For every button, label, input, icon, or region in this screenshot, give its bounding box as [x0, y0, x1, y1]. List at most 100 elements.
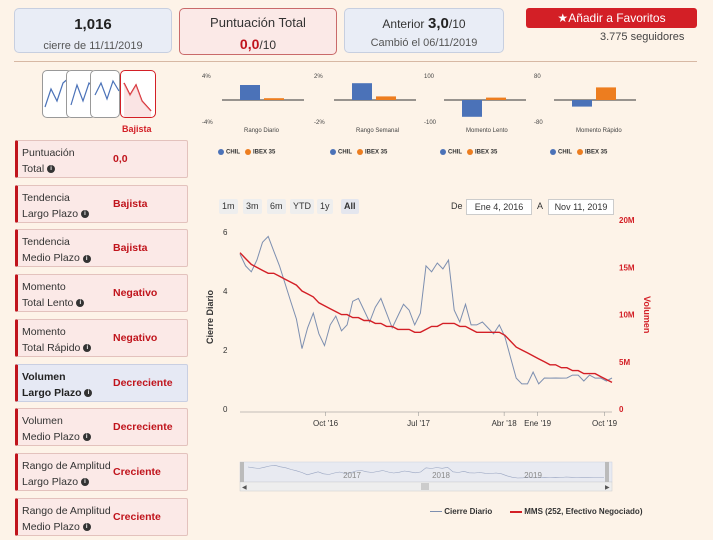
- followers-count: 3.775 seguidores: [600, 31, 685, 43]
- sidebar-item[interactable]: Rango de Amplitud Medio Plazo i Creciente: [15, 497, 188, 536]
- mini-chart-title: Rango Diario: [244, 128, 280, 134]
- scrollbar-thumb: [421, 483, 429, 490]
- sidebar-item-label: Volumen Largo Plazo i: [22, 369, 93, 401]
- y2-axis-label: Volumen: [642, 296, 652, 333]
- navigator-window: [239, 461, 613, 483]
- score-card: Puntuación Total 0,0/10: [179, 8, 337, 55]
- legend-label-b: IBEX 35: [475, 149, 498, 156]
- legend-mms-swatch: [510, 510, 522, 513]
- info-icon[interactable]: i: [80, 478, 89, 487]
- sidebar-item-label: Volumen Medio Plazo i: [22, 413, 91, 445]
- sidebar-item-value: Bajista: [113, 242, 148, 255]
- x-tick-label: Ene '19: [524, 419, 551, 428]
- sidebar-item[interactable]: Tendencia Largo Plazo i Bajista: [15, 184, 188, 223]
- sidebar-item-value: Negativo: [113, 287, 158, 300]
- y-tick-label: 0: [223, 405, 228, 414]
- legend-label-a: CHIL: [226, 149, 240, 156]
- sidebar-item[interactable]: Puntuación Total i 0,0: [15, 140, 188, 178]
- info-icon[interactable]: i: [82, 254, 91, 263]
- info-icon[interactable]: i: [82, 522, 91, 531]
- sidebar-item-value: Decreciente: [113, 421, 173, 434]
- range-button[interactable]: 1m: [219, 199, 238, 214]
- info-icon[interactable]: i: [84, 388, 93, 397]
- sidebar-item-label: Rango de Amplitud Largo Plazo i: [22, 459, 111, 488]
- previous-card: Anterior 3,0/10 Cambió el 06/11/2019: [344, 8, 504, 53]
- navigator-scrollbar: [239, 481, 613, 492]
- mini-chart: 2% -2%: [314, 74, 416, 126]
- mini-chart-legend: CHIL IBEX 35: [550, 149, 607, 156]
- previous-label: Anterior 3,0/10: [382, 15, 466, 32]
- legend-dot: [577, 149, 584, 155]
- navigator-series: [247, 464, 604, 479]
- series-line: [239, 252, 613, 384]
- sidebar-item-label: Rango de Amplitud Medio Plazo i: [22, 504, 111, 533]
- sidebar-item-label: Momento Total Lento i: [22, 279, 85, 311]
- x-tick-label: Abr '18: [492, 419, 518, 428]
- legend-label-b: IBEX 35: [253, 149, 276, 156]
- mini-tick-top: 80: [534, 74, 541, 80]
- range-button[interactable]: 6m: [267, 199, 286, 214]
- mini-chart-legend: CHIL IBEX 35: [440, 149, 497, 156]
- range-button[interactable]: All: [341, 199, 359, 214]
- sidebar-item[interactable]: Volumen Medio Plazo i Decreciente: [15, 408, 188, 447]
- sidebar-item-value: Creciente: [113, 465, 161, 478]
- date-to-label: A: [537, 201, 544, 211]
- sidebar-item[interactable]: Volumen Largo Plazo i Decreciente: [15, 363, 188, 402]
- y-tick-label: 2: [223, 346, 228, 355]
- previous-date: Cambió el 06/11/2019: [370, 37, 478, 49]
- trend-thumb-side[interactable]: [90, 70, 120, 118]
- uptrend-icon: [44, 76, 71, 108]
- mini-chart: 80 -80: [534, 74, 636, 126]
- y-axis-label: Cierre Diario: [205, 289, 215, 344]
- mini-tick-top: 4%: [202, 74, 211, 80]
- score-label: Puntuación Total: [210, 15, 306, 30]
- date-to-input[interactable]: Nov 11, 2019: [548, 199, 614, 215]
- range-button[interactable]: YTD: [290, 199, 314, 214]
- sidebar-item[interactable]: Rango de Amplitud Largo Plazo i Creciente: [15, 452, 188, 491]
- range-button[interactable]: 3m: [243, 199, 262, 214]
- series-line: [239, 235, 613, 385]
- mini-bar: [240, 85, 260, 100]
- legend-close-label: Cierre Diario: [444, 507, 493, 516]
- legend-label-a: CHIL: [558, 149, 572, 156]
- info-icon[interactable]: i: [47, 165, 56, 174]
- mini-chart-title: Momento Rápido: [576, 128, 622, 134]
- x-tick-label: Oct '19: [592, 419, 618, 428]
- range-button[interactable]: 1y: [317, 199, 333, 214]
- trend-thumb-down[interactable]: [120, 70, 156, 118]
- mini-tick-bottom: -4%: [202, 120, 213, 126]
- score-value: 0,0/10: [239, 36, 277, 52]
- legend-dot: [357, 149, 364, 155]
- sidebar-item[interactable]: Momento Total Lento i Negativo: [15, 274, 188, 313]
- navigator-label: 2018: [432, 471, 450, 480]
- mini-chart: 4% -4%: [202, 74, 304, 126]
- legend-dot: [330, 149, 336, 155]
- scroll-left-icon: ◀: [242, 485, 247, 491]
- sidebar-item[interactable]: Tendencia Medio Plazo i Bajista: [15, 229, 188, 268]
- sidebar-item[interactable]: Momento Total Rápido i Negativo: [15, 318, 188, 357]
- legend-mms-label: MMS (252, Efectivo Negociado): [524, 507, 643, 516]
- legend-mms[interactable]: MMS (252, Efectivo Negociado): [510, 507, 642, 516]
- mini-chart-title: Momento Lento: [466, 128, 508, 134]
- mini-chart-title: Rango Semanal: [356, 128, 400, 134]
- sidebar-item-label: Tendencia Medio Plazo i: [22, 234, 91, 266]
- legend-dot: [245, 149, 252, 155]
- sidebar-item-value: Negativo: [113, 331, 158, 344]
- date-from-input[interactable]: Ene 4, 2016: [466, 199, 532, 215]
- range-trend-icon: [94, 79, 120, 101]
- navigator-label: 2019: [524, 471, 542, 480]
- legend-close[interactable]: Cierre Diario: [430, 507, 492, 516]
- info-icon[interactable]: i: [82, 433, 91, 442]
- navigator-handle-right: [605, 462, 609, 482]
- mini-bar: [572, 100, 592, 107]
- info-icon[interactable]: i: [76, 299, 85, 308]
- price-value: 1,016: [74, 16, 112, 33]
- divider: [14, 61, 697, 62]
- mini-tick-bottom: -100: [424, 120, 437, 126]
- add-favorite-button[interactable]: ★Añadir a Favoritos: [526, 8, 697, 28]
- x-tick-label: Oct '16: [313, 419, 339, 428]
- legend-dot: [467, 149, 474, 155]
- info-icon[interactable]: i: [80, 209, 89, 218]
- mini-bar: [264, 98, 284, 100]
- info-icon[interactable]: i: [83, 344, 92, 353]
